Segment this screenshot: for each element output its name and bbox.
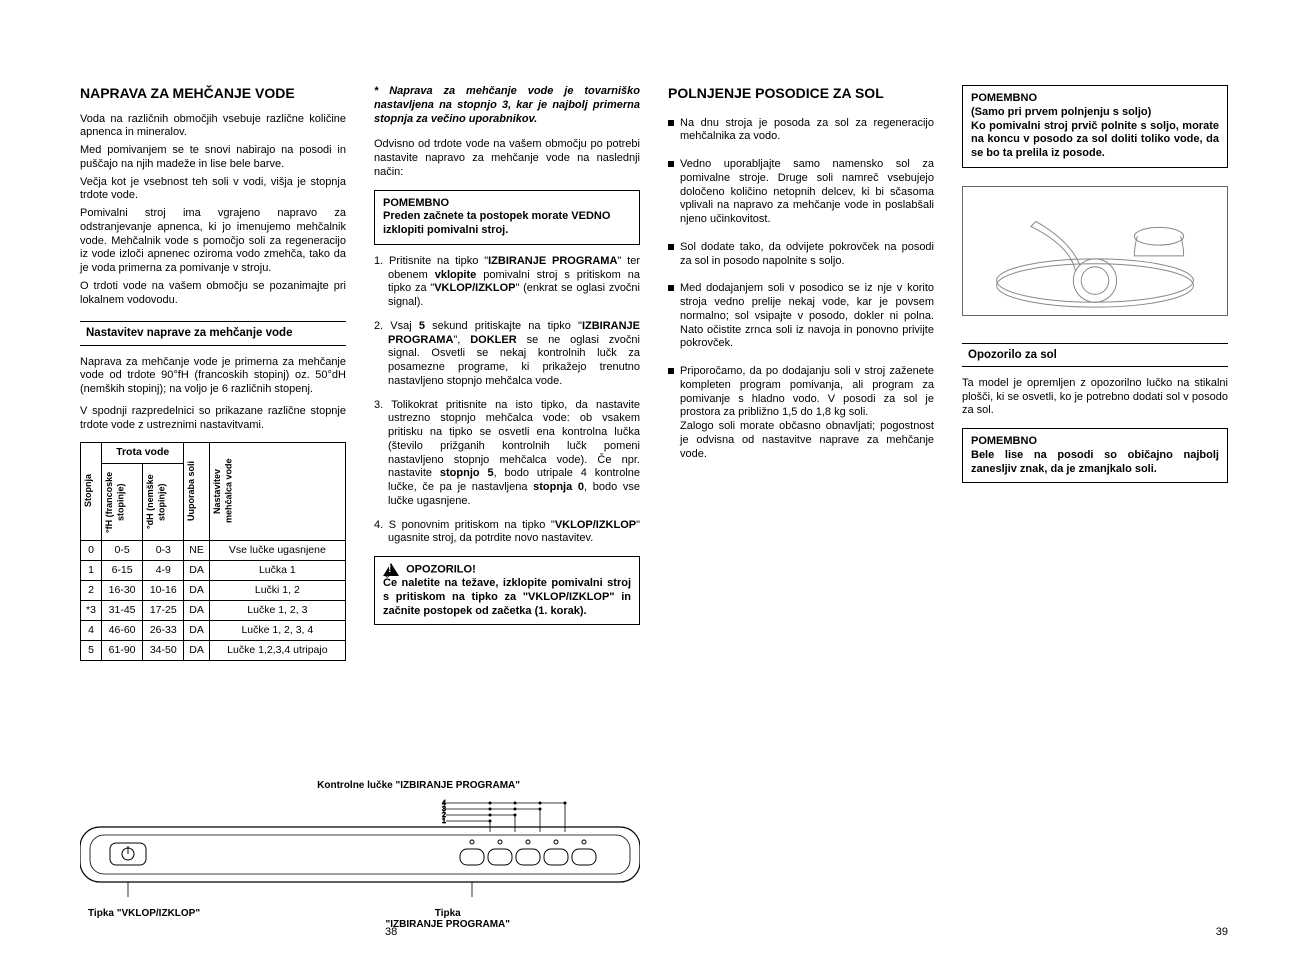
col1-p3: Večja kot je vsebnost teh soli v vodi, v… (80, 176, 346, 204)
cell: Lučka 1 (209, 560, 345, 580)
box2-title: POMEMBNO (971, 435, 1219, 449)
step-2: 2. Vsaj 5 sekund pritiskajte na tipko "I… (374, 320, 640, 389)
col1-title: NAPRAVA ZA MEHČANJE VODE (80, 85, 346, 103)
col4-subhead: Opozorilo za sol (962, 343, 1228, 367)
th-fh: °fH (francoske stopinje) (104, 467, 127, 537)
cell: DA (184, 621, 209, 641)
th-nastavitev: Nastavitev mehčalca vode (212, 456, 235, 526)
cell: 0 (81, 540, 102, 560)
warn-text: Če naletite na težave, izklopite pomival… (383, 577, 631, 617)
salt-li4: Med dodajanjem soli v posodico se iz nje… (668, 282, 934, 351)
steps-list: 1. Pritisnite na tipko "IZBIRANJE PROGRA… (374, 255, 640, 546)
step-1: 1. Pritisnite na tipko "IZBIRANJE PROGRA… (374, 255, 640, 310)
cell: DA (184, 560, 209, 580)
box-title: POMEMBNO (383, 197, 631, 211)
panel-svg: 4 3 2 1 (80, 797, 640, 917)
svg-text:1: 1 (442, 818, 446, 825)
control-panel-diagram: Kontrolne lučke "IZBIRANJE PROGRAMA" 4 3… (80, 780, 640, 930)
col4-box2: POMEMBNO Bele lise na posodi so običajno… (962, 428, 1228, 483)
cell: 10-16 (143, 580, 184, 600)
col2-starnote: * Naprava za mehčanje vode je tovarniško… (374, 85, 640, 126)
warning-box: OPOZORILO! Če naletite na težave, izklop… (374, 556, 640, 625)
cell: 0-3 (143, 540, 184, 560)
step-3: 3. Tolikokrat pritisnite na isto tipko, … (374, 399, 640, 509)
col1-p5: O trdoti vode na vašem območju se pozani… (80, 280, 346, 308)
cell: 61-90 (102, 641, 143, 661)
cell: DA (184, 641, 209, 661)
salt-li3: Sol dodate tako, da odvijete pokrovček n… (668, 241, 934, 269)
col4-box1: POMEMBNO (Samo pri prvem polnjenju s sol… (962, 85, 1228, 168)
salt-illustration (962, 186, 1228, 316)
cell: 6-15 (102, 560, 143, 580)
cell: DA (184, 600, 209, 620)
hardness-table: Stopnja Trota vode Uuporaba soli Nastavi… (80, 442, 346, 661)
cell: 46-60 (102, 621, 143, 641)
col2-p1: Odvisno od trdote vode na vašem območju … (374, 138, 640, 179)
box2-text: Bele lise na posodi so običajno najbolj … (971, 449, 1219, 477)
cell: 31-45 (102, 600, 143, 620)
col2-important-box: POMEMBNO Preden začnete ta postopek mora… (374, 190, 640, 245)
cell: 16-30 (102, 580, 143, 600)
col1-p6: Naprava za mehčanje vode je primerna za … (80, 356, 346, 397)
salt-list: Na dnu stroja je posoda za sol za regene… (668, 117, 934, 462)
step-4: 4. S ponovnim pritiskom na tipko "VKLOP/… (374, 519, 640, 547)
box1-title: POMEMBNO (971, 92, 1219, 106)
page-number-right: 39 (1216, 926, 1228, 938)
cell: DA (184, 580, 209, 600)
cell: 17-25 (143, 600, 184, 620)
th-stopnja: Stopnja (83, 456, 94, 526)
th-uporaba: Uuporaba soli (186, 456, 197, 526)
cell: Lučke 1, 2, 3 (209, 600, 345, 620)
label-prog-b: "IZBIRANJE PROGRAMA" (386, 919, 511, 930)
col1-p1: Voda na različnih območjih vsebuje razli… (80, 113, 346, 141)
cell: 26-33 (143, 621, 184, 641)
cell: 4-9 (143, 560, 184, 580)
salt-li2: Vedno uporabljajte samo namensko sol za … (668, 158, 934, 227)
cell: NE (184, 540, 209, 560)
cell: 34-50 (143, 641, 184, 661)
cell: 2 (81, 580, 102, 600)
label-prog-t: Tipka (386, 908, 511, 919)
col1-p4: Pomivalni stroj ima vgrajeno napravo za … (80, 207, 346, 276)
cell: 4 (81, 621, 102, 641)
cell: Lučke 1,2,3,4 utripajo (209, 641, 345, 661)
cell: *3 (81, 600, 102, 620)
warning-icon (383, 563, 399, 576)
th-dh: °dH (nemške stopinje) (145, 467, 168, 537)
col1-p7: V spodnji razpredelnici so prikazane raz… (80, 405, 346, 433)
diagram-caption: Kontrolne lučke "IZBIRANJE PROGRAMA" (80, 780, 640, 791)
col4-p1: Ta model je opremljen z opozorilno lučko… (962, 377, 1228, 418)
box1-l2: Ko pomivalni stroj prvič polnite s soljo… (971, 120, 1219, 161)
cell: Vse lučke ugasnjene (209, 540, 345, 560)
cell: Lučke 1, 2, 3, 4 (209, 621, 345, 641)
page-number-left: 38 (385, 926, 397, 938)
col3-title: POLNJENJE POSODICE ZA SOL (668, 85, 934, 103)
cell: 5 (81, 641, 102, 661)
salt-li5: Priporočamo, da po dodajanju soli v stro… (668, 365, 934, 461)
th-trota: Trota vode (102, 443, 184, 463)
cell: Lučki 1, 2 (209, 580, 345, 600)
salt-li1: Na dnu stroja je posoda za sol za regene… (668, 117, 934, 145)
box1-l1: (Samo pri prvem polnjenju s soljo) (971, 106, 1219, 120)
label-power: Tipka "VKLOP/IZKLOP" (88, 908, 200, 930)
cell: 0-5 (102, 540, 143, 560)
col1-p2: Med pomivanjem se te snovi nabirajo na p… (80, 144, 346, 172)
box-text: Preden začnete ta postopek morate VEDNO … (383, 210, 631, 238)
col1-subhead: Nastavitev naprave za mehčanje vode (80, 321, 346, 345)
warn-title: OPOZORILO! (406, 563, 476, 575)
cell: 1 (81, 560, 102, 580)
